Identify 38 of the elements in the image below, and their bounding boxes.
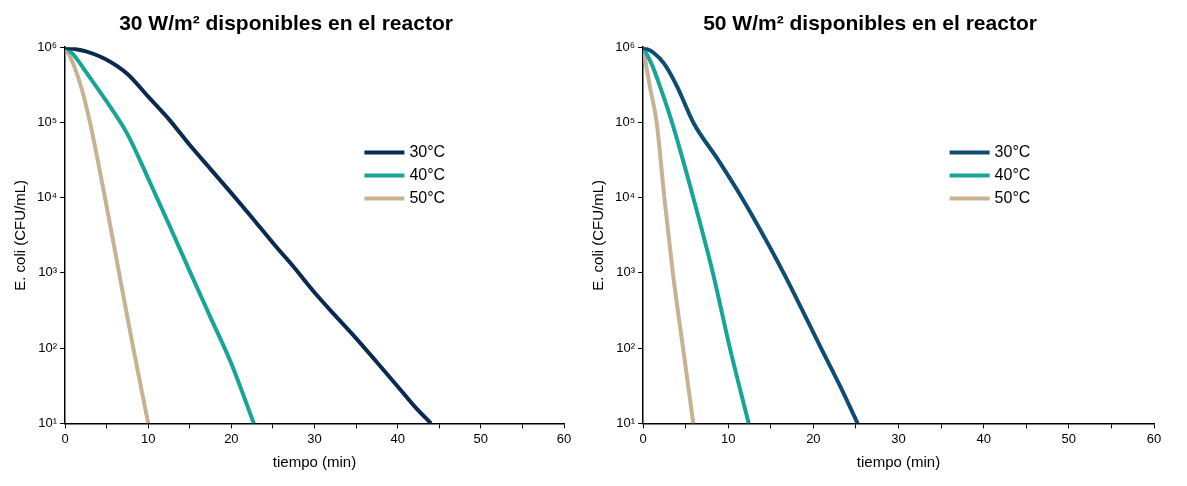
x-tick-label: 0 (639, 430, 647, 446)
x-tick-label: 50 (1061, 430, 1077, 446)
y-tick-label: 10² (616, 339, 636, 355)
y-tick-label: 10⁵ (37, 114, 58, 130)
y-tick-label: 10³ (38, 264, 58, 280)
x-tick-label: 40 (390, 430, 405, 446)
y-tick-label: 10³ (616, 264, 636, 280)
y-tick-label: 10¹ (616, 414, 636, 430)
legend-label: 40°C (994, 165, 1031, 183)
legend-label: 50°C (994, 188, 1031, 206)
y-tick-label: 10⁴ (615, 189, 636, 205)
y-axis-title: E. coli (CFU/mL) (589, 179, 607, 291)
chart-title: 30 W/m² disponibles en el reactor (119, 11, 453, 35)
y-tick-label: 10⁶ (37, 38, 58, 54)
legend-label: 40°C (409, 165, 446, 183)
legend-label: 50°C (409, 188, 446, 206)
x-tick-label: 30 (891, 430, 906, 446)
x-tick-label: 10 (140, 430, 156, 446)
y-tick-label: 10² (38, 339, 58, 355)
x-tick-label: 60 (1146, 430, 1162, 446)
x-tick-label: 30 (307, 430, 322, 446)
legend-label: 30°C (409, 142, 446, 160)
x-tick-label: 50 (473, 430, 489, 446)
x-tick-label: 60 (556, 430, 572, 446)
x-axis-title: tiempo (min) (272, 453, 357, 471)
x-tick-label: 10 (720, 430, 736, 446)
y-tick-label: 10¹ (38, 414, 58, 430)
y-tick-label: 10⁴ (37, 189, 58, 205)
x-tick-label: 20 (224, 430, 239, 446)
y-axis-title: E. coli (CFU/mL) (11, 179, 29, 291)
y-tick-label: 10⁶ (615, 38, 636, 54)
chart-title: 50 W/m² disponibles en el reactor (703, 11, 1037, 35)
x-tick-label: 40 (976, 430, 991, 446)
x-axis-title: tiempo (min) (856, 453, 941, 471)
legend-label: 30°C (994, 142, 1031, 160)
x-tick-label: 20 (806, 430, 821, 446)
y-tick-label: 10⁵ (615, 114, 636, 130)
x-tick-label: 0 (61, 430, 69, 446)
